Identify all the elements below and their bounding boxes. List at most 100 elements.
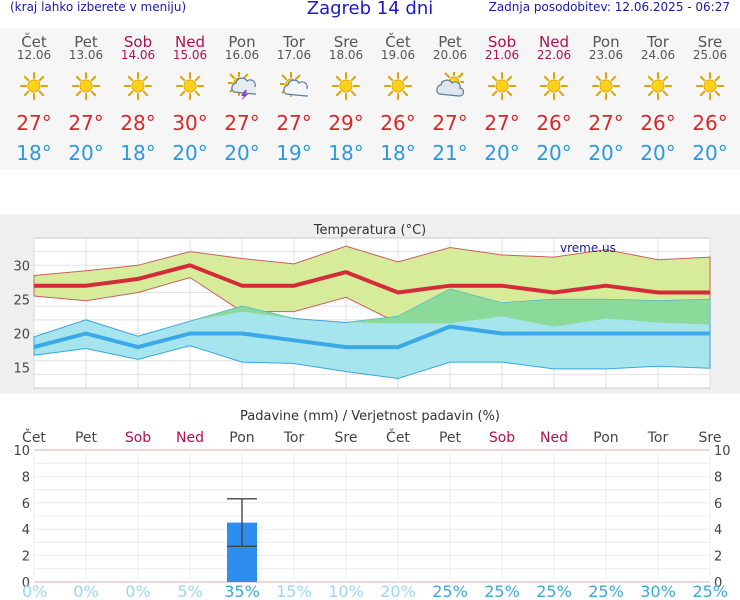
day-date: 25.06 xyxy=(692,48,728,62)
day-name: Tor xyxy=(283,33,305,51)
day-name: Sob xyxy=(487,33,517,51)
storm-cloud-sun-icon xyxy=(228,72,256,100)
day-date: 21.06 xyxy=(484,48,520,62)
max-temp: 28° xyxy=(120,111,156,135)
day-name: Ned xyxy=(175,33,205,51)
precip-probability-label: 25% xyxy=(432,582,468,600)
forecast-day: Sob 14.06 28° 18° xyxy=(112,28,164,170)
temp-y-tick-label: 20 xyxy=(13,327,30,342)
max-temp: 27° xyxy=(276,111,312,135)
precip-probability-label: 30% xyxy=(640,582,676,600)
precip-x-tick-label: Sre xyxy=(699,430,722,446)
max-temp: 27° xyxy=(16,111,52,135)
forecast-day: Čet 19.06 26° 18° xyxy=(372,28,424,170)
precip-probability-label: 10% xyxy=(328,582,364,600)
precip-y-tick-right: 10 xyxy=(714,444,731,459)
day-date: 14.06 xyxy=(120,48,156,62)
forecast-day: Sre 18.06 29° 18° xyxy=(320,28,372,170)
sun-icon xyxy=(644,72,672,100)
precip-probability-label: 25% xyxy=(484,582,520,600)
precip-probability-label: 25% xyxy=(692,582,728,600)
precip-probability-label: 0% xyxy=(73,582,98,600)
max-temp: 27° xyxy=(68,111,104,135)
min-temp: 20° xyxy=(588,141,624,165)
temp-y-tick-label: 30 xyxy=(13,259,30,274)
forecast-day: Ned 22.06 26° 20° xyxy=(528,28,580,170)
precip-x-tick-label: Pon xyxy=(229,430,254,446)
temperature-chart-title: Temperatura (°C) xyxy=(313,223,426,238)
min-temp: 20° xyxy=(536,141,572,165)
sun-icon xyxy=(696,72,724,100)
top-bar: (kraj lahko izberete v meniju) Zagreb 14… xyxy=(0,0,740,22)
temp-y-tick-label: 15 xyxy=(13,362,30,377)
forecast-day: Sob 21.06 27° 20° xyxy=(476,28,528,170)
city-menu-hint[interactable]: (kraj lahko izberete v meniju) xyxy=(10,0,187,14)
min-temp: 20° xyxy=(68,141,104,165)
precip-y-tick-right: 4 xyxy=(714,523,722,538)
sun-icon xyxy=(72,72,100,100)
max-temp-line xyxy=(34,263,710,295)
day-name: Sob xyxy=(123,33,153,51)
precip-x-tick-label: Pon xyxy=(593,430,618,446)
day-date: 15.06 xyxy=(172,48,208,62)
forecast-day: Sre 25.06 26° 20° xyxy=(684,28,736,170)
day-name: Tor xyxy=(647,33,669,51)
day-name: Pon xyxy=(592,33,620,51)
day-date: 13.06 xyxy=(68,48,104,62)
max-temp: 27° xyxy=(588,111,624,135)
precip-x-tick-label: Pet xyxy=(75,430,98,446)
sun-icon xyxy=(488,72,516,100)
precip-x-tick-label: Tor xyxy=(647,430,669,446)
day-date: 22.06 xyxy=(536,48,572,62)
day-name: Pet xyxy=(438,33,462,51)
min-temp: 20° xyxy=(692,141,728,165)
sun-cloud-icon xyxy=(280,72,308,97)
day-date: 18.06 xyxy=(328,48,364,62)
min-temp-line xyxy=(33,324,710,350)
precip-y-tick-left: 10 xyxy=(13,444,30,459)
forecast-day: Pon 23.06 27° 20° xyxy=(580,28,632,170)
forecast-day: Pet 20.06 27° 21° xyxy=(424,28,476,170)
max-temp: 27° xyxy=(484,111,520,135)
precip-x-tick-label: Sob xyxy=(125,430,151,446)
day-name: Pon xyxy=(228,33,256,51)
temp-y-tick-label: 25 xyxy=(13,293,30,308)
cloud-sun-icon xyxy=(436,72,464,97)
sun-icon xyxy=(332,72,360,100)
precip-y-tick-left: 0 xyxy=(22,576,30,591)
day-name: Čet xyxy=(385,33,411,51)
sun-icon xyxy=(592,72,620,100)
page-title: Zagreb 14 dni xyxy=(306,0,434,19)
forecast-strip: Čet 12.06 27° 18° Pet 13.06 27° 20° Sob 14.06 28° 1… xyxy=(0,28,740,170)
max-temp: 26° xyxy=(380,111,416,135)
forecast-day: Ned 15.06 30° 20° xyxy=(164,28,216,170)
precip-y-tick-left: 2 xyxy=(22,550,30,565)
min-temp: 20° xyxy=(172,141,208,165)
sun-icon xyxy=(20,72,48,100)
watermark: vreme.us xyxy=(560,241,616,255)
min-temp: 18° xyxy=(16,141,52,165)
precip-y-tick-right: 8 xyxy=(714,470,722,485)
day-date: 16.06 xyxy=(224,48,260,62)
sun-icon xyxy=(176,72,204,100)
day-date: 24.06 xyxy=(640,48,676,62)
forecast-day: Čet 12.06 27° 18° xyxy=(8,28,60,170)
overlap-range-band xyxy=(34,289,710,337)
precip-y-tick-left: 8 xyxy=(22,470,30,485)
precip-y-tick-right: 6 xyxy=(714,497,722,512)
precip-x-tick-label: Pet xyxy=(439,430,462,446)
precip-x-tick-label: Ned xyxy=(176,430,204,446)
max-temp: 27° xyxy=(432,111,468,135)
min-temp: 20° xyxy=(224,141,260,165)
precip-probability-label: 25% xyxy=(588,582,624,600)
precip-x-tick-label: Ned xyxy=(540,430,568,446)
precip-x-tick-label: Sob xyxy=(489,430,515,446)
precip-probability-label: 0% xyxy=(125,582,150,600)
day-date: 23.06 xyxy=(588,48,624,62)
precip-x-tick-label: Čet xyxy=(386,428,410,446)
precip-y-tick-left: 4 xyxy=(22,523,30,538)
max-temp: 26° xyxy=(640,111,676,135)
precip-probability-label: 15% xyxy=(276,582,312,600)
precip-probability-label: 25% xyxy=(536,582,572,600)
